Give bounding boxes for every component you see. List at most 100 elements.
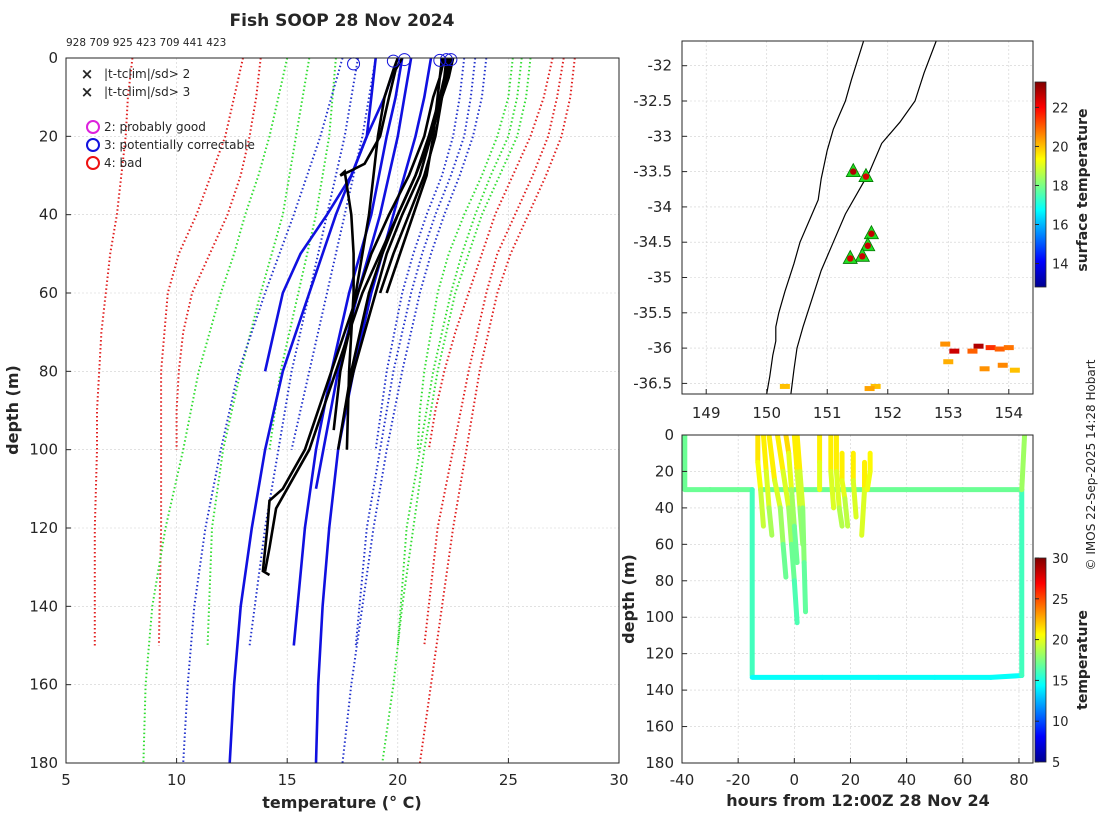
climatology-green-line	[396, 58, 523, 646]
sst-patch	[949, 348, 960, 354]
climatology-red-line	[157, 58, 244, 646]
legend-label: |t-tclim|/sd> 3	[104, 85, 190, 99]
cast-track-segment	[864, 468, 873, 493]
profile-ytick-label: 60	[39, 284, 58, 302]
legend-marker-x-red: ×	[81, 83, 94, 101]
station-sst-dot	[864, 242, 871, 249]
cast-track-segment	[789, 541, 797, 584]
cast-track-segment	[763, 468, 772, 511]
timeseries-colorbar-bar	[1034, 557, 1047, 763]
timeseries-colorbar-tick-label: 20	[1052, 634, 1069, 649]
profile-black-line	[332, 58, 400, 431]
map-colorbar-tick-label: 22	[1052, 101, 1069, 116]
map-colorbar-tick-label: 16	[1052, 219, 1069, 234]
legend-label: |t-tclim|/sd> 2	[104, 67, 190, 81]
sst-patch	[864, 386, 875, 392]
legend-item-flag3: 3: potentially correctable	[86, 138, 255, 152]
profile-axes-bg	[66, 58, 619, 763]
legend-item-tclim3: × |t-tclim|/sd> 3	[81, 83, 190, 101]
map-panel: 149 150 151 152 153 154 -32 -32.5 -33 -33.5 -34 -34…	[633, 40, 1091, 422]
profile-blue-line	[228, 58, 400, 763]
cast-track-segment	[777, 505, 786, 547]
climatology-green-line	[416, 58, 514, 450]
map-axes-bg	[682, 41, 1033, 394]
cast-track-segment	[791, 578, 800, 626]
credit-text: © IMOS 22-Sep-2025 14:28 Hobart	[1084, 359, 1098, 570]
qc-flag-marker	[397, 53, 411, 67]
cast-track-segment	[780, 468, 792, 511]
qc-flag-marker	[444, 53, 458, 67]
sst-patch	[994, 346, 1005, 352]
timeseries-ytick-label: 60	[655, 535, 674, 553]
sst-patch	[967, 348, 978, 354]
map-ytick-label: -32.5	[633, 92, 672, 110]
cast-track-segment	[766, 435, 778, 484]
cast-track-segment	[791, 435, 800, 474]
cast-track-segment	[859, 487, 868, 538]
legend-label: 2: probably good	[104, 120, 206, 134]
profile-ytick-label: 140	[29, 597, 58, 615]
profile-ticks: 5 10 15 20 25 30 0 20 40 60 80 100 120 140 160 180	[29, 49, 628, 789]
profile-ytick-label: 40	[39, 206, 58, 224]
timeseries-xlabel: hours from 12:00Z 28 Nov 24	[726, 791, 989, 810]
map-colorbar-tick-label: 18	[1052, 179, 1069, 194]
cast-track-segment	[786, 450, 795, 493]
profile-black-line	[343, 58, 448, 411]
timeseries-ytick-label: 140	[645, 681, 674, 699]
cast-ids: 928 709 925 423 709 441 423	[66, 37, 226, 49]
sst-patch	[1003, 345, 1014, 351]
legend-item-flag4: 4: bad	[86, 156, 142, 170]
climatology-blue-line	[248, 58, 359, 646]
cast-track-segment	[850, 478, 859, 520]
timeseries-ylabel: depth (m)	[619, 554, 638, 644]
map-colorbar-label: surface temperature	[1075, 108, 1091, 271]
map-xtick-label: 150	[752, 404, 781, 422]
profile-ytick-label: 0	[48, 49, 58, 67]
legend-label: 3: potentially correctable	[104, 138, 255, 152]
profile-panel: 5 10 15 20 25 30 0 20 40 60 80 100 120 140 160 180 temp…	[3, 49, 629, 812]
station-sst-dot	[847, 255, 854, 262]
timeseries-ytick-label: 100	[645, 608, 674, 626]
timeseries-axes-frame	[681, 434, 1034, 764]
profile-ytick-label: 100	[29, 441, 58, 459]
figure-title: Fish SOOP 28 Nov 2024	[230, 11, 455, 31]
cast-track-segment	[800, 505, 807, 566]
timeseries-ytick-label: 120	[645, 645, 674, 663]
legend-marker-circle-blue	[86, 138, 100, 152]
sst-patch	[985, 345, 996, 351]
sst-patch	[940, 341, 951, 347]
map-ticks: 149 150 151 152 153 154 -32 -32.5 -33 -33.5 -34 -34…	[633, 57, 1023, 422]
timeseries-ytick-label: 160	[645, 718, 674, 736]
climatology-green-line	[206, 58, 311, 646]
cast-track-segment	[774, 435, 786, 474]
cast-track-segment	[797, 468, 806, 511]
map-content	[766, 41, 1020, 394]
station-sst-dot	[859, 253, 866, 260]
station-sst-dot	[862, 173, 870, 180]
sst-patch	[779, 383, 790, 389]
map-ytick-label: -36	[648, 339, 673, 357]
legend-item-tclim2: × |t-tclim|/sd> 2	[81, 65, 190, 83]
climatology-green-line	[268, 58, 337, 450]
profile-blue-line	[314, 58, 413, 490]
map-colorbar-bar	[1034, 81, 1047, 288]
sst-patch	[870, 383, 881, 389]
legend-item-flag2: 2: probably good	[86, 120, 206, 134]
profile-xtick-label: 20	[388, 771, 407, 789]
timeseries-colorbar-tick-label: 25	[1052, 593, 1069, 608]
map-ytick-label: -34	[648, 198, 673, 216]
timeseries-ticks: -40 -20 0 20 40 60 80 0 20 40 60 80 100 120 140 160 180	[645, 426, 1028, 789]
profile-xtick-label: 5	[61, 771, 71, 789]
map-xtick-label: 151	[813, 404, 842, 422]
map-ytick-label: -33	[648, 127, 673, 145]
qc-flag-marker	[386, 54, 400, 68]
timeseries-ytick-label: 0	[664, 426, 674, 444]
station-sst-dot	[850, 168, 857, 175]
climatology-red-line	[93, 58, 134, 646]
timeseries-xtick-label: 20	[841, 771, 860, 789]
map-xtick-label: 153	[934, 404, 963, 422]
cast-track-segment	[828, 468, 837, 511]
sst-patch	[1009, 367, 1020, 373]
cast-track-segment	[842, 496, 851, 529]
timeseries-ytick-label: 20	[655, 462, 674, 480]
